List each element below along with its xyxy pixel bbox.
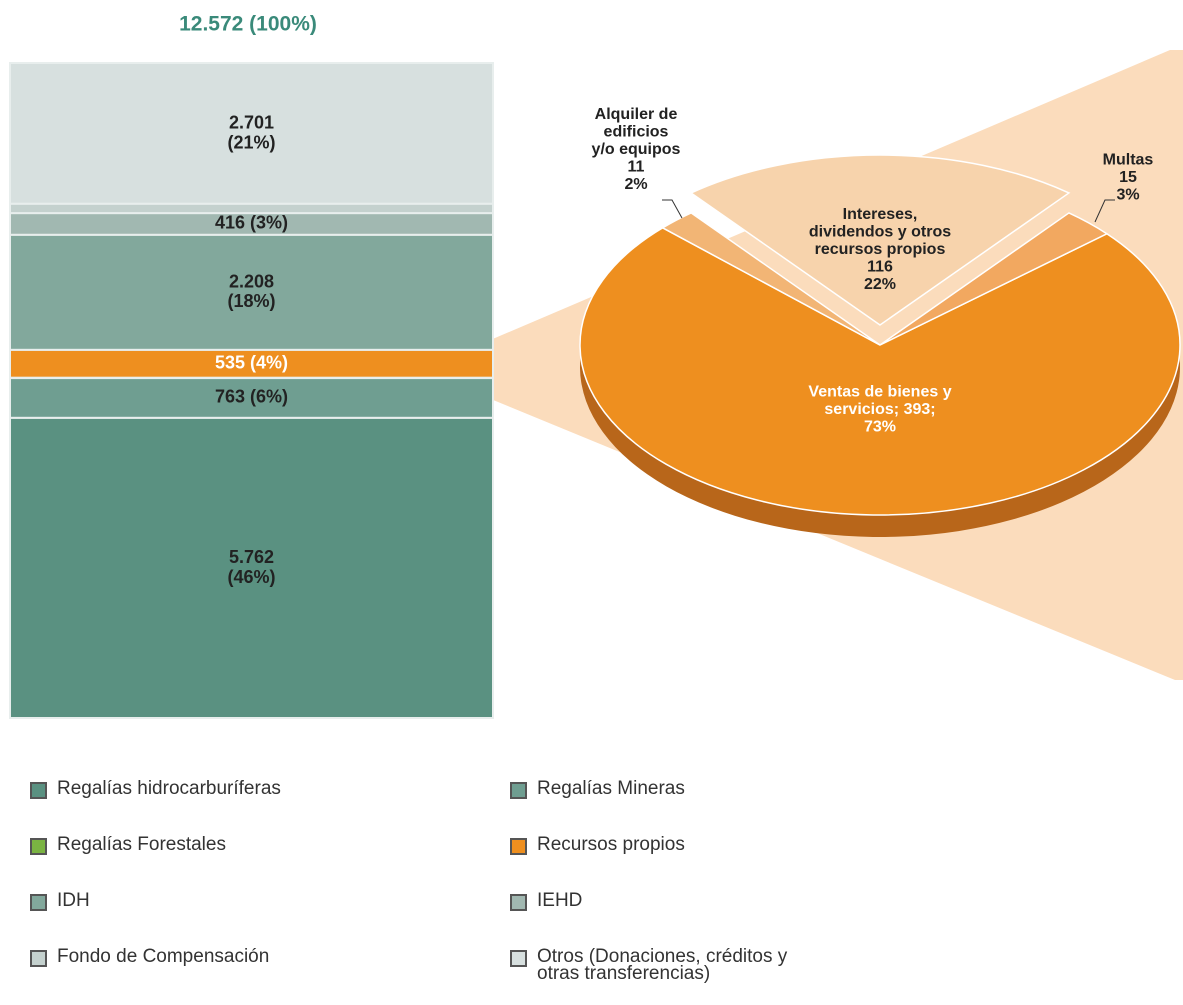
bar-label: 763 (6%) xyxy=(215,387,288,407)
legend-label: Fondo de Compensación xyxy=(57,946,270,967)
bar-label: 5.762 (46%) xyxy=(227,547,275,587)
legend: Regalías hidrocarburíferas Regalías Miner… xyxy=(30,778,930,983)
legend-swatch xyxy=(30,782,47,799)
legend-item: Regalías hidrocarburíferas xyxy=(30,778,510,806)
legend-swatch xyxy=(30,894,47,911)
legend-label: Recursos propios xyxy=(537,834,685,855)
pie-slice xyxy=(579,226,1181,516)
pie: Ventas de bienes y servicios; 393; 73% Inte… xyxy=(579,106,1181,537)
pie-label: Alquiler de edificios y/o equipos 11 2% xyxy=(592,106,681,193)
pie-slice xyxy=(661,212,881,346)
legend-label: Regalías hidrocarburíferas xyxy=(57,778,281,799)
legend-swatch xyxy=(510,782,527,799)
legend-swatch xyxy=(30,838,47,855)
bar-label: 535 (4%) xyxy=(215,352,288,372)
pie-label: Intereses, dividendos y otros recursos pro… xyxy=(809,206,951,293)
legend-item: IDH xyxy=(30,890,510,918)
legend-item: Fondo de Compensación xyxy=(30,946,510,974)
legend-label: Regalías Forestales xyxy=(57,834,226,855)
bar-segment xyxy=(9,62,494,205)
legend-label: Otros (Donaciones, créditos y otras tran… xyxy=(537,946,788,984)
bar-label: 2.208 (18%) xyxy=(227,271,275,311)
legend-item: Otros (Donaciones, créditos y otras tran… xyxy=(510,946,910,983)
legend-label: IDH xyxy=(57,890,90,911)
bar-label: 2.701 (21%) xyxy=(227,112,275,152)
legend-swatch xyxy=(510,950,527,967)
pie-label: Multas 15 3% xyxy=(1103,152,1154,204)
legend-item: Recursos propios xyxy=(510,834,910,862)
legend-swatch xyxy=(30,950,47,967)
leader-line xyxy=(1094,199,1115,223)
leader-line xyxy=(662,199,683,219)
pie-slice xyxy=(879,212,1109,346)
bar-label: 416 (3%) xyxy=(215,213,288,233)
bar-title: 12.572 (100%) xyxy=(179,13,317,36)
bar-segment xyxy=(9,416,494,719)
legend-item: Regalías Mineras xyxy=(510,778,910,806)
legend-swatch xyxy=(510,838,527,855)
pie-slice xyxy=(689,154,1071,326)
stacked-bar: 5.762 (46%) 763 (6%) 535 (4%) 2.208 (18%) 416 … xyxy=(9,62,494,719)
bar-segment xyxy=(9,233,494,351)
bar-segment xyxy=(9,377,494,419)
legend-item: Regalías Forestales xyxy=(30,834,510,862)
legend-label: IEHD xyxy=(537,890,583,911)
legend-item: IEHD xyxy=(510,890,910,918)
pie-label: Ventas de bienes y servicios; 393; 73% xyxy=(808,384,951,436)
bar-segment xyxy=(9,202,494,215)
legend-label: Regalías Mineras xyxy=(537,778,685,799)
legend-swatch xyxy=(510,894,527,911)
